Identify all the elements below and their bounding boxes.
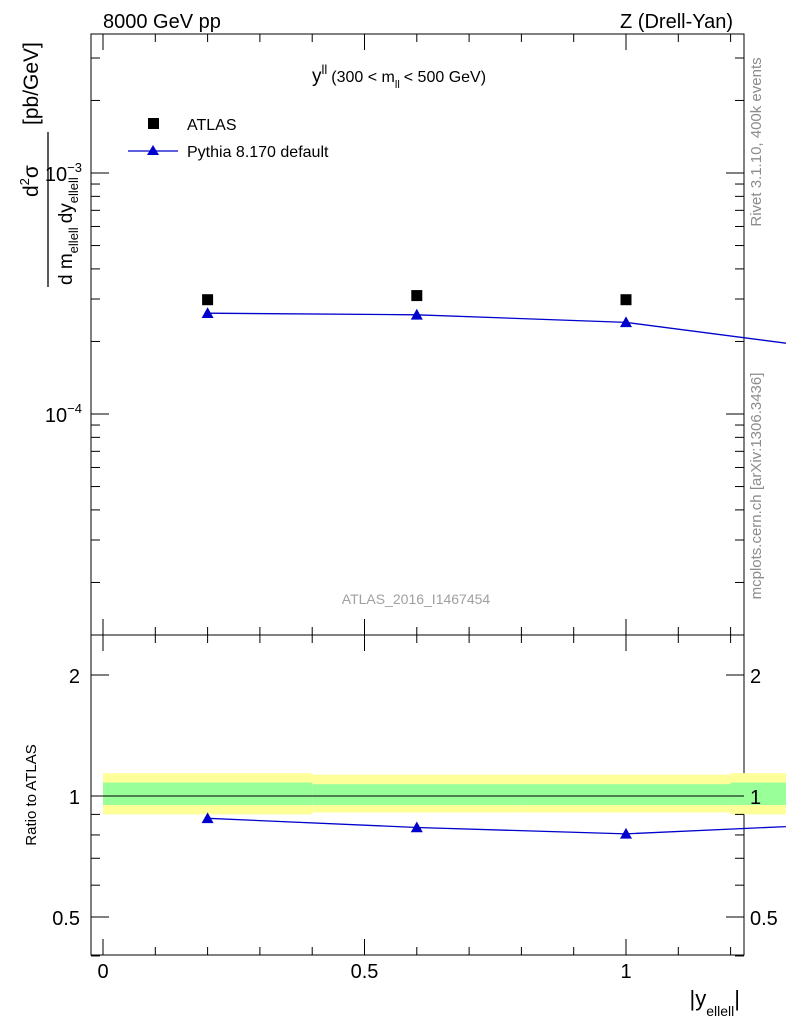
- y-axis-title: [pb/GeV] d2σ d mellelldyellell: [17, 42, 81, 287]
- legend-atlas-marker: [148, 118, 159, 129]
- plot-label: yll (300 < mll < 500 GeV): [312, 62, 486, 91]
- x-tick-label: 0.5: [351, 961, 379, 983]
- legend-pythia-label: Pythia 8.170 default: [187, 144, 329, 161]
- ratio-tick-label: 0.5: [52, 908, 80, 930]
- band-inner-bin: [521, 784, 731, 805]
- band-inner-bin: [312, 784, 522, 805]
- pythia-markers: [201, 307, 632, 328]
- ratio-band-inner: [103, 782, 786, 805]
- y-axis-units: [pb/GeV]: [20, 42, 43, 125]
- x-axis-title: |yellell|: [690, 986, 740, 1019]
- x-tick-label: 0: [97, 961, 108, 983]
- y-tick-label: 10−4: [45, 401, 82, 427]
- atlas-point: [620, 294, 632, 306]
- ratio-pythia-line: [207, 817, 786, 835]
- atlas-markers: [202, 290, 632, 306]
- ratio-tick-label: 1: [69, 787, 80, 809]
- ratio-pythia-point: [620, 827, 632, 839]
- y-tick-label: 10−3: [45, 160, 82, 186]
- pythia-point: [620, 316, 632, 328]
- rivet-label: Rivet 3.1.10, 400k events: [748, 57, 765, 226]
- ratio-pythia-point: [201, 812, 214, 824]
- analysis-id: ATLAS_2016_I1467454: [342, 591, 491, 607]
- atlas-point: [202, 294, 214, 306]
- ratio-tick-label-right: 1: [750, 787, 761, 809]
- ratio-pythia-point: [410, 821, 423, 833]
- ratio-tick-label-right: 2: [750, 666, 761, 688]
- header-right: Z (Drell-Yan): [620, 11, 733, 33]
- y-axis-denominator: d mellelldyellell: [56, 177, 81, 285]
- band-inner-bin: [103, 782, 313, 805]
- header-left: 8000 GeV pp: [103, 11, 221, 33]
- legend-atlas-label: ATLAS: [187, 117, 237, 134]
- ratio-tick-label: 2: [69, 666, 80, 688]
- legend: ATLAS Pythia 8.170 default: [128, 117, 329, 161]
- y-axis-numerator: d2σ: [17, 165, 43, 197]
- ratio-axis-title: Ratio to ATLAS: [23, 744, 40, 845]
- band-inner-bin: [730, 782, 786, 805]
- mcplots-label: mcplots.cern.ch [arXiv:1306.3436]: [748, 373, 765, 600]
- pythia-line: [207, 312, 786, 344]
- atlas-point: [411, 290, 423, 302]
- legend-pythia-marker: [147, 145, 159, 155]
- ratio-pythia-markers: [201, 812, 632, 839]
- pythia-point: [201, 307, 214, 318]
- x-tick-label: 1: [620, 961, 631, 983]
- ratio-tick-label-right: 0.5: [750, 908, 778, 930]
- pythia-point: [410, 308, 423, 320]
